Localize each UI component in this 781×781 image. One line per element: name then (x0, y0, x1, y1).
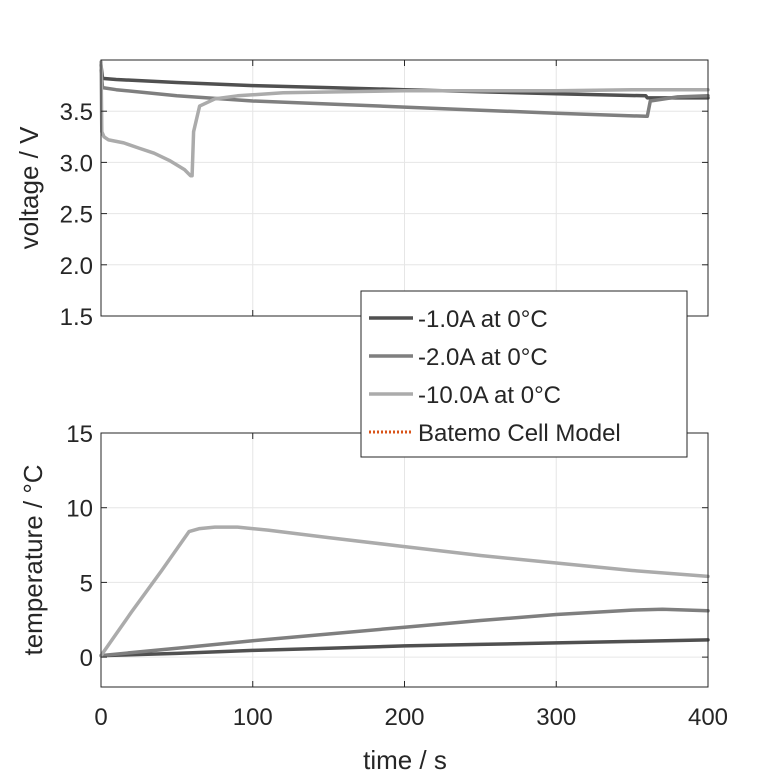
temperature-y-tick-label: 0 (80, 645, 93, 672)
temperature-ticks: 0 100 200 300 400 0 5 10 15 (66, 421, 728, 731)
temperature-x-tick-label: 400 (688, 704, 728, 731)
voltage-series-lines (99, 60, 710, 178)
temperature-x-tick-label: 100 (233, 704, 273, 731)
voltage-y-tick-label: 1.5 (60, 304, 93, 331)
voltage-series-line-3 (99, 60, 710, 178)
voltage-y-tick-label: 2.0 (60, 253, 93, 280)
time-x-axis-label: time / s (363, 745, 447, 775)
legend-box (360, 290, 688, 458)
temperature-y-tick-label: 5 (80, 570, 93, 597)
voltage-y-tick-label: 2.5 (60, 202, 93, 229)
temperature-panel: 0 100 200 300 400 0 5 10 15 temperature / °C tim… (18, 421, 728, 775)
temperature-y-tick-label: 15 (66, 421, 93, 448)
legend: -1.0A at 0°C -2.0A at 0°C -10.0A at 0°C Bat… (360, 290, 688, 458)
voltage-y-tick-label: 3.0 (60, 150, 93, 177)
temperature-y-axis-label: temperature / °C (18, 464, 48, 655)
legend-label-1: -1.0A at 0°C (418, 306, 548, 333)
voltage-y-tick-label: 3.5 (60, 99, 93, 126)
temperature-series-line-2 (99, 607, 710, 658)
temperature-series-line-3 (99, 525, 710, 658)
legend-label-2: -2.0A at 0°C (418, 344, 548, 371)
temperature-grid (100, 432, 709, 687)
voltage-ticks: 1.5 2.0 2.5 3.0 3.5 (60, 60, 709, 331)
voltage-y-axis-label: voltage / V (14, 126, 44, 250)
temperature-x-tick-label: 300 (536, 704, 576, 731)
temperature-x-tick-label: 0 (94, 704, 107, 731)
temperature-series-line-1 (99, 638, 710, 658)
voltage-series-line-2 (99, 68, 710, 119)
temperature-x-tick-label: 200 (384, 704, 424, 731)
voltage-panel: 1.5 2.0 2.5 3.0 3.5 voltage / V (14, 59, 710, 331)
temperature-series-lines (99, 525, 710, 658)
legend-label-4: Batemo Cell Model (418, 420, 621, 447)
legend-label-3: -10.0A at 0°C (418, 382, 561, 409)
temperature-y-tick-label: 10 (66, 496, 93, 523)
